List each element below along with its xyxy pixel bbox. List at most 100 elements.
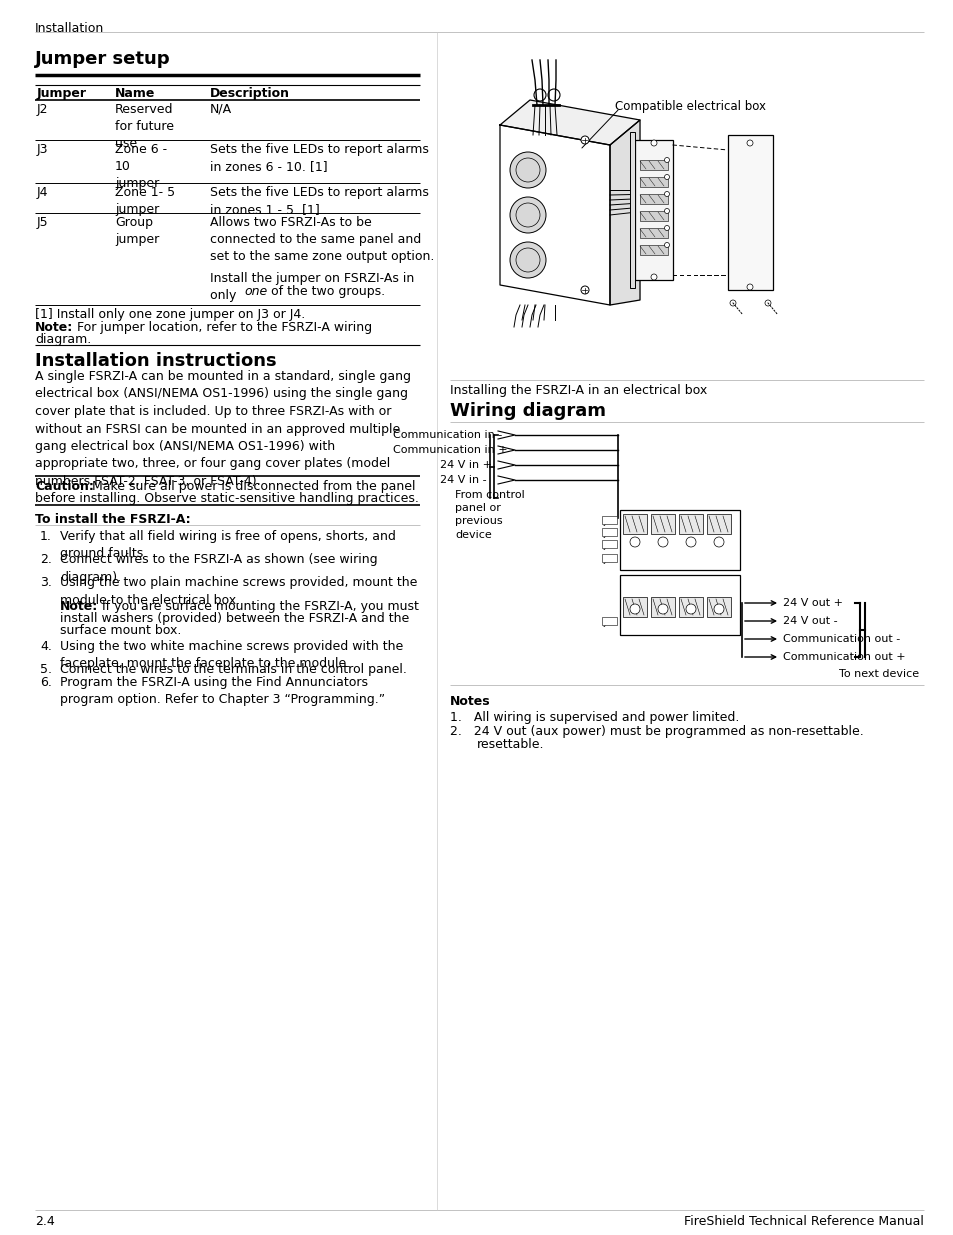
- Text: To install the FSRZI-A:: To install the FSRZI-A:: [35, 513, 191, 526]
- Text: Note:: Note:: [60, 600, 98, 613]
- Bar: [619, 576, 740, 635]
- Circle shape: [746, 284, 752, 290]
- Circle shape: [510, 198, 545, 233]
- Text: Zone 6 -
10
jumper: Zone 6 - 10 jumper: [115, 143, 167, 190]
- Bar: [639, 245, 667, 254]
- Circle shape: [713, 604, 723, 614]
- Bar: [601, 555, 617, 562]
- Bar: [601, 516, 617, 524]
- Circle shape: [729, 300, 735, 306]
- Bar: [639, 161, 667, 170]
- Text: 6.: 6.: [40, 676, 51, 689]
- Text: J2: J2: [37, 103, 49, 116]
- Text: Installing the FSRZI-A in an electrical box: Installing the FSRZI-A in an electrical …: [450, 384, 706, 396]
- Bar: [622, 597, 646, 618]
- Text: -    +: - +: [622, 551, 648, 559]
- Text: 5.: 5.: [40, 663, 52, 676]
- Text: 2.4: 2.4: [35, 1215, 54, 1228]
- Text: J2: J2: [602, 555, 609, 564]
- Circle shape: [664, 242, 669, 247]
- Text: Using the two white machine screws provided with the
faceplate, mount the facepl: Using the two white machine screws provi…: [60, 640, 403, 671]
- Text: 2.: 2.: [40, 553, 51, 566]
- Text: J3: J3: [602, 541, 610, 550]
- Circle shape: [580, 136, 588, 144]
- Text: Installation: Installation: [35, 22, 104, 35]
- Text: +    -: + -: [684, 551, 704, 559]
- Text: Using the two plain machine screws provided, mount the
module to the electrical : Using the two plain machine screws provi…: [60, 576, 417, 606]
- Text: J5: J5: [37, 216, 49, 228]
- Text: 24V IN: 24V IN: [622, 542, 656, 551]
- Bar: [619, 510, 740, 571]
- Text: C: C: [684, 542, 691, 551]
- Text: -    +: - +: [622, 588, 651, 597]
- Text: 24 V in +: 24 V in +: [440, 459, 492, 471]
- Text: If you are surface mounting the FSRZI-A, you must: If you are surface mounting the FSRZI-A,…: [98, 600, 418, 613]
- Text: Communication in +: Communication in +: [393, 445, 507, 454]
- Text: Caution:: Caution:: [35, 480, 93, 493]
- Text: Communication out +: Communication out +: [782, 652, 904, 662]
- Circle shape: [685, 604, 696, 614]
- Text: Name: Name: [115, 86, 155, 100]
- Bar: [601, 529, 617, 536]
- Circle shape: [650, 140, 657, 146]
- Text: Allows two FSRZI-As to be
connected to the same panel and
set to the same zone o: Allows two FSRZI-As to be connected to t…: [210, 216, 434, 263]
- Text: of the two groups.: of the two groups.: [267, 285, 385, 298]
- Text: Program the FSRZI-A using the Find Annunciators
program option. Refer to Chapter: Program the FSRZI-A using the Find Annun…: [60, 676, 385, 706]
- Bar: [706, 597, 730, 618]
- Text: 24 V in -: 24 V in -: [440, 475, 486, 485]
- Circle shape: [658, 604, 667, 614]
- Bar: [639, 211, 667, 221]
- Bar: [622, 514, 646, 534]
- Bar: [679, 514, 702, 534]
- Text: 24 V out -: 24 V out -: [782, 616, 837, 626]
- Circle shape: [664, 209, 669, 214]
- Bar: [639, 194, 667, 204]
- Text: A single FSRZI-A can be mounted in a standard, single gang
electrical box (ANSI/: A single FSRZI-A can be mounted in a sta…: [35, 370, 411, 488]
- Text: Notes: Notes: [450, 695, 490, 708]
- Bar: [679, 597, 702, 618]
- Bar: [639, 228, 667, 238]
- Circle shape: [685, 537, 696, 547]
- Text: FireShield Technical Reference Manual: FireShield Technical Reference Manual: [683, 1215, 923, 1228]
- Text: Sets the five LEDs to report alarms
in zones 6 - 10. [1]: Sets the five LEDs to report alarms in z…: [210, 143, 429, 173]
- Bar: [706, 514, 730, 534]
- Text: 1.: 1.: [40, 530, 51, 543]
- Text: To next device: To next device: [838, 669, 918, 679]
- Text: Communication in -: Communication in -: [393, 430, 501, 440]
- Circle shape: [629, 604, 639, 614]
- Text: [1] Install only one zone jumper on J3 or J4.: [1] Install only one zone jumper on J3 o…: [35, 308, 305, 321]
- Circle shape: [713, 537, 723, 547]
- Text: For jumper location, refer to the FSRZI-A wiring: For jumper location, refer to the FSRZI-…: [73, 321, 372, 333]
- Text: diagram.: diagram.: [35, 333, 91, 346]
- Text: surface mount box.: surface mount box.: [60, 624, 181, 637]
- Text: Jumper: Jumper: [37, 86, 87, 100]
- Text: J5: J5: [602, 517, 610, 526]
- Text: Connect wires to the FSRZI-A as shown (see wiring
diagram).: Connect wires to the FSRZI-A as shown (s…: [60, 553, 377, 583]
- Text: Zone 1- 5
jumper: Zone 1- 5 jumper: [115, 186, 175, 216]
- Text: J3: J3: [37, 143, 49, 156]
- Circle shape: [664, 158, 669, 163]
- Text: C OUT: C OUT: [684, 579, 716, 588]
- Text: Jumper setup: Jumper setup: [35, 49, 171, 68]
- Text: 4.: 4.: [40, 640, 51, 653]
- Text: Group
jumper: Group jumper: [115, 216, 159, 246]
- Circle shape: [746, 140, 752, 146]
- Polygon shape: [609, 120, 639, 305]
- Text: Verify that all field wiring is free of opens, shorts, and
ground faults.: Verify that all field wiring is free of …: [60, 530, 395, 561]
- Text: Install the jumper on FSRZI-As in
only: Install the jumper on FSRZI-As in only: [210, 272, 414, 303]
- Text: 1.   All wiring is supervised and power limited.: 1. All wiring is supervised and power li…: [450, 711, 739, 724]
- Text: one: one: [244, 285, 267, 298]
- Bar: [650, 597, 675, 618]
- Circle shape: [658, 537, 667, 547]
- Circle shape: [764, 300, 770, 306]
- Text: +    -: + -: [684, 588, 704, 597]
- Polygon shape: [499, 100, 639, 144]
- Circle shape: [650, 274, 657, 280]
- Circle shape: [629, 537, 639, 547]
- Text: 24V OUT: 24V OUT: [622, 579, 666, 588]
- Text: Reserved
for future
use: Reserved for future use: [115, 103, 173, 149]
- Bar: [650, 514, 675, 534]
- Text: before installing. Observe static-sensitive handling practices.: before installing. Observe static-sensit…: [35, 492, 418, 505]
- Text: IN: IN: [693, 542, 711, 551]
- Text: 3.: 3.: [40, 576, 51, 589]
